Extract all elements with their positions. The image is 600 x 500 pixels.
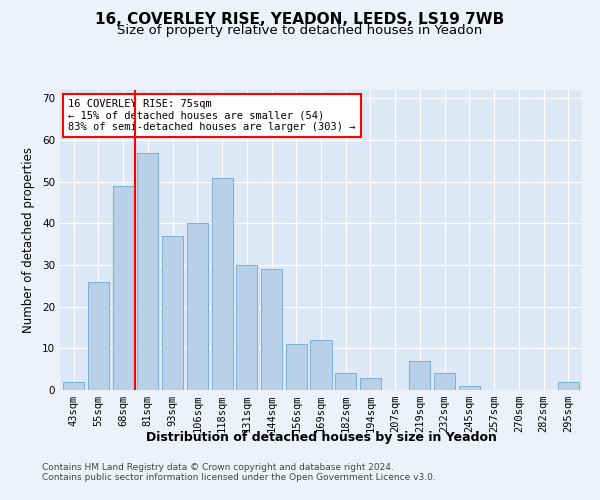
- Bar: [137, 152, 158, 390]
- Bar: [113, 186, 134, 390]
- Bar: [162, 236, 183, 390]
- Text: Distribution of detached houses by size in Yeadon: Distribution of detached houses by size …: [146, 431, 496, 444]
- Y-axis label: Number of detached properties: Number of detached properties: [22, 147, 35, 333]
- Bar: [335, 374, 356, 390]
- Bar: [212, 178, 233, 390]
- Text: Contains public sector information licensed under the Open Government Licence v3: Contains public sector information licen…: [42, 474, 436, 482]
- Bar: [409, 361, 430, 390]
- Bar: [310, 340, 332, 390]
- Text: Contains HM Land Registry data © Crown copyright and database right 2024.: Contains HM Land Registry data © Crown c…: [42, 464, 394, 472]
- Bar: [236, 265, 257, 390]
- Bar: [558, 382, 579, 390]
- Text: 16, COVERLEY RISE, YEADON, LEEDS, LS19 7WB: 16, COVERLEY RISE, YEADON, LEEDS, LS19 7…: [95, 12, 505, 28]
- Text: 16 COVERLEY RISE: 75sqm
← 15% of detached houses are smaller (54)
83% of semi-de: 16 COVERLEY RISE: 75sqm ← 15% of detache…: [68, 99, 355, 132]
- Bar: [187, 224, 208, 390]
- Bar: [261, 269, 282, 390]
- Bar: [88, 282, 109, 390]
- Bar: [360, 378, 381, 390]
- Bar: [434, 374, 455, 390]
- Bar: [63, 382, 84, 390]
- Text: Size of property relative to detached houses in Yeadon: Size of property relative to detached ho…: [118, 24, 482, 37]
- Bar: [286, 344, 307, 390]
- Bar: [459, 386, 480, 390]
